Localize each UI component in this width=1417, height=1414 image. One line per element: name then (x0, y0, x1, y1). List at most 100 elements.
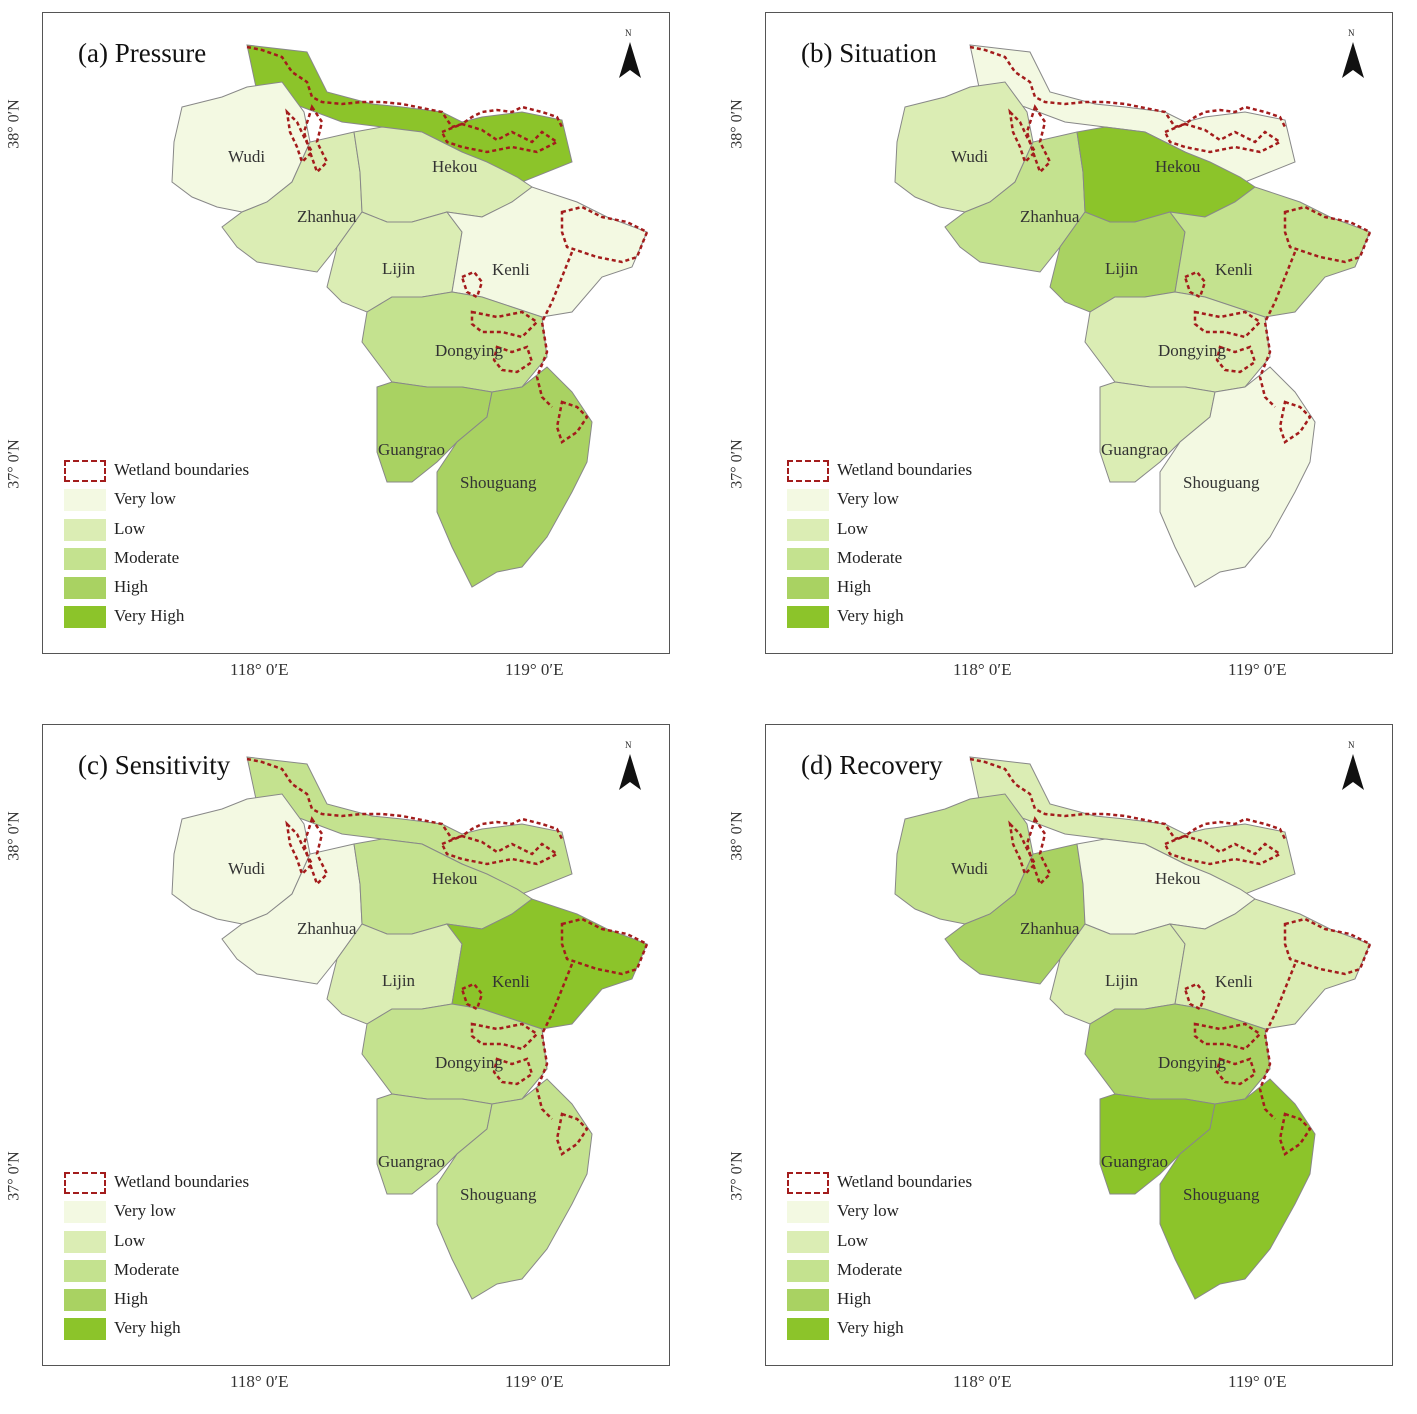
wetland-boundary (1183, 982, 1207, 1011)
legend-swatch (64, 1201, 106, 1224)
wetland-boundary (285, 820, 314, 877)
lat-label-top: 38° 0′N (5, 811, 23, 861)
wetland-boundary (555, 400, 589, 444)
legend-swatch (787, 1230, 829, 1253)
legend-label: Moderate (837, 1259, 903, 1279)
legend-label: Low (837, 518, 869, 538)
legend-label: High (837, 1289, 871, 1309)
lat-label-top: 38° 0′N (5, 99, 23, 149)
wetland-boundary (1008, 820, 1037, 877)
county-label-hekou: Hekou (1155, 157, 1201, 176)
county-label-shouguang: Shouguang (460, 1185, 537, 1204)
legend-label: High (837, 577, 871, 597)
map-panel-4: Wudi Zhanhua Hekou Lijin Kenli Dongying Guangr… (723, 712, 1417, 1414)
lat-label-top: 38° 0′N (728, 811, 746, 861)
lat-label-top: 38° 0′N (728, 99, 746, 149)
lon-label-left: 118° 0′E (953, 1372, 1012, 1391)
legend-label: Very low (114, 489, 176, 509)
legend-label: Very low (114, 1201, 176, 1221)
wetland-boundary (440, 122, 560, 154)
county-label-guangrao: Guangrao (378, 1152, 445, 1171)
lat-label-bottom: 37° 0′N (728, 439, 746, 489)
legend-swatch (64, 1318, 106, 1341)
county-label-kenli: Kenli (1215, 972, 1253, 991)
county-north (246, 44, 573, 183)
wetland-boundary (492, 1057, 534, 1086)
county-label-wudi: Wudi (951, 147, 988, 166)
county-label-dongying: Dongying (435, 1053, 504, 1072)
north-arrow-icon: N (616, 740, 644, 794)
lon-label-right: 119° 0′E (505, 1372, 564, 1391)
county-north (969, 756, 1296, 895)
county-label-dongying: Dongying (435, 341, 504, 360)
north-label: N (1348, 740, 1355, 750)
wetland-boundary (460, 982, 484, 1011)
lon-label-left: 118° 0′E (230, 1372, 289, 1391)
wetland-swatch (64, 1172, 106, 1194)
county-kenli (1168, 186, 1371, 318)
county-label-zhanhua: Zhanhua (297, 919, 357, 938)
county-label-lijin: Lijin (1105, 259, 1139, 278)
county-north (246, 756, 573, 895)
legend-swatch (787, 577, 829, 600)
county-label-lijin: Lijin (382, 971, 416, 990)
wetland-boundary (1025, 816, 1052, 887)
county-kenli (445, 186, 648, 318)
county-label-kenli: Kenli (1215, 260, 1253, 279)
map-panel-1: Wudi Zhanhua Hekou Lijin Kenli Dongying Guangr… (0, 0, 708, 702)
legend-label: Very high (114, 1318, 181, 1338)
county-label-wudi: Wudi (951, 859, 988, 878)
county-label-hekou: Hekou (1155, 869, 1201, 888)
county-label-wudi: Wudi (228, 859, 265, 878)
panel-title: (d) Recovery (801, 750, 943, 780)
legend-label: Low (114, 518, 146, 538)
wetland-boundary (1258, 251, 1297, 408)
county-shouguang (436, 1078, 593, 1300)
legend-label: Moderate (114, 1259, 180, 1279)
county-label-dongying: Dongying (1158, 341, 1227, 360)
wetland-boundary (1163, 122, 1283, 154)
legend-label: High (114, 1289, 148, 1309)
north-label: N (625, 740, 632, 750)
panel-title: (c) Sensitivity (78, 750, 231, 780)
north-label: N (625, 28, 632, 38)
wetland-boundary (246, 45, 564, 129)
legend-label: Low (837, 1230, 869, 1250)
legend-swatch (64, 606, 106, 629)
legend-label: Very low (837, 1201, 899, 1221)
county-label-lijin: Lijin (1105, 971, 1139, 990)
wetland-boundary (460, 270, 484, 299)
county-shouguang (1159, 1078, 1316, 1300)
legend-label: High (114, 577, 148, 597)
county-label-kenli: Kenli (492, 260, 530, 279)
legend-swatch (64, 1259, 106, 1282)
legend-swatch (787, 606, 829, 629)
county-label-guangrao: Guangrao (378, 440, 445, 459)
wetland-swatch (64, 460, 106, 482)
wetland-boundary (246, 757, 564, 841)
wetland-boundary (1025, 104, 1052, 175)
county-label-shouguang: Shouguang (1183, 473, 1260, 492)
lat-label-bottom: 37° 0′N (5, 1151, 23, 1201)
county-label-guangrao: Guangrao (1101, 1152, 1168, 1171)
lon-label-left: 118° 0′E (230, 660, 289, 679)
legend-swatch (787, 518, 829, 541)
north-arrow-icon: N (1339, 28, 1367, 82)
map-canvas: Wudi Zhanhua Hekou Lijin Kenli Dongying Guangr… (171, 44, 649, 588)
wetland-boundary (1258, 963, 1297, 1120)
wetland-boundary (1215, 1057, 1257, 1086)
lat-label-bottom: 37° 0′N (5, 439, 23, 489)
wetland-boundary (1183, 270, 1207, 299)
north-arrow-icon: N (616, 28, 644, 82)
legend-swatch (64, 577, 106, 600)
legend-swatch (64, 547, 106, 570)
county-label-hekou: Hekou (432, 869, 478, 888)
wetland-swatch (787, 1172, 829, 1194)
legend-swatch (787, 547, 829, 570)
county-kenli (445, 898, 648, 1030)
lon-label-right: 119° 0′E (1228, 1372, 1287, 1391)
legend-label: Very low (837, 489, 899, 509)
county-label-kenli: Kenli (492, 972, 530, 991)
county-label-zhanhua: Zhanhua (1020, 919, 1080, 938)
lat-label-bottom: 37° 0′N (728, 1151, 746, 1201)
